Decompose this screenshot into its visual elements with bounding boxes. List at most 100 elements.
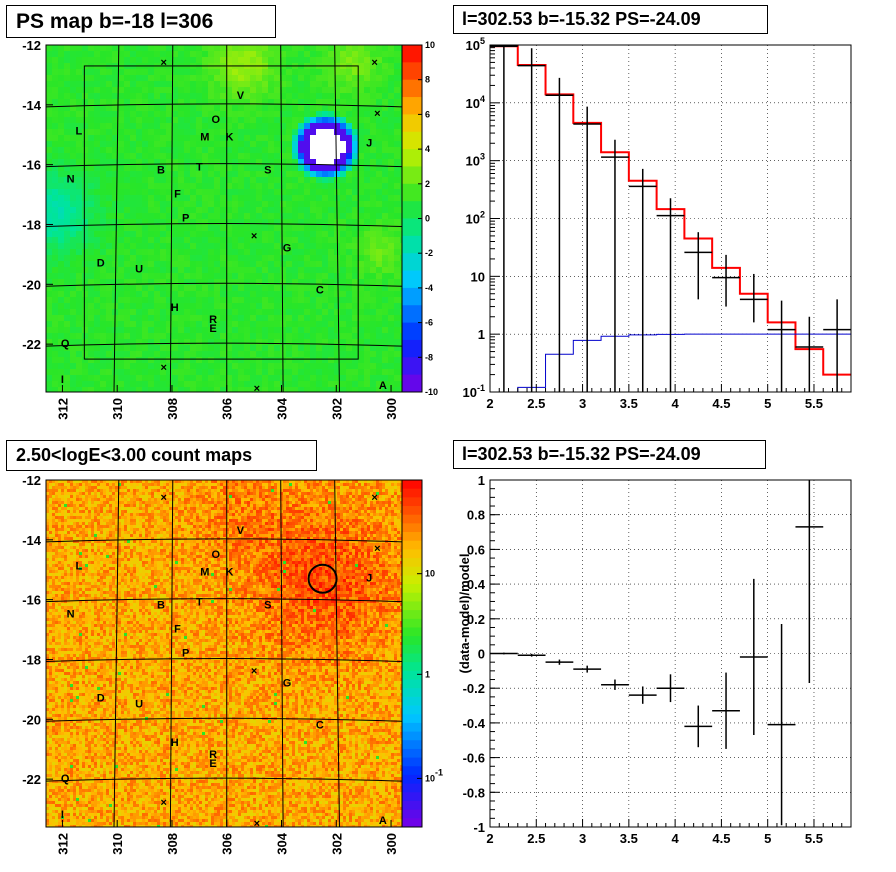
longitude-line (113, 479, 120, 828)
latitude-line (45, 342, 403, 347)
source-label: P (182, 647, 189, 659)
y-tick-label: -14 (22, 533, 42, 548)
y-tick-label: 105 (466, 36, 485, 53)
colorbar-step (402, 748, 422, 759)
colorbar-tick-label: -4 (425, 283, 433, 293)
y-tick-label: 104 (466, 94, 485, 111)
colorbar-step (402, 322, 422, 341)
source-label: P (182, 212, 189, 224)
x-marker: × (371, 492, 377, 504)
source-label: I (61, 809, 64, 821)
x-marker: × (161, 492, 167, 504)
colorbar-tick-label: -6 (425, 318, 433, 328)
x-tick-label: 306 (220, 833, 235, 855)
colorbar-step (402, 714, 422, 724)
residual-title: l=302.53 b=-15.32 PS=-24.09 (453, 440, 766, 469)
x-marker: × (251, 665, 257, 677)
colorbar-tick-label: 2 (425, 179, 430, 189)
colorbar-step (402, 601, 422, 611)
source-label: C (316, 284, 324, 296)
x-tick-label: 4 (672, 831, 680, 846)
colorbar-frame (401, 479, 423, 828)
source-label: Q (61, 338, 70, 350)
ps-map-title: PS map b=-18 l=306 (6, 5, 276, 38)
x-tick-label: 310 (110, 398, 125, 420)
source-label: D (97, 257, 105, 269)
y-tick-label: -22 (22, 337, 41, 352)
colorbar-step (402, 253, 422, 272)
colorbar-step (402, 627, 422, 637)
y-tick-label: 1 (478, 473, 485, 488)
latitude-line (45, 103, 403, 108)
x-tick-label: 302 (329, 398, 344, 420)
count-map-cells (46, 480, 402, 827)
colorbar-step (402, 679, 422, 689)
y-tick-label: 0.2 (467, 612, 485, 627)
source-label: A (379, 380, 387, 392)
spectrum-title: l=302.53 b=-15.32 PS=-24.09 (453, 5, 768, 34)
x-marker: × (374, 543, 380, 555)
colorbar-step (402, 374, 422, 393)
colorbar-tick-label: 8 (425, 75, 430, 85)
source-label: J (366, 138, 372, 150)
colorbar-tick-label: 4 (425, 144, 430, 154)
colorbar-tick-label: 6 (425, 109, 430, 119)
colorbar-step (402, 575, 422, 585)
latitude-line (45, 717, 403, 722)
source-label: J (366, 573, 372, 585)
colorbar-step (402, 62, 422, 81)
colorbar-tick-label: -2 (425, 248, 433, 258)
source-label: B (157, 600, 165, 612)
colorbar-step (402, 287, 422, 306)
colorbar-step (402, 636, 422, 646)
y-tick-label: 0.8 (467, 508, 485, 523)
x-marker: × (254, 818, 260, 830)
colorbar-step (402, 670, 422, 681)
colorbar-step (402, 558, 422, 568)
y-tick-label: -18 (22, 652, 41, 667)
colorbar-step (402, 131, 422, 150)
colorbar-step (402, 792, 422, 802)
colorbar-step (402, 783, 422, 793)
source-label: N (67, 609, 75, 621)
source-label: F (174, 189, 181, 201)
colorbar-step (402, 722, 422, 733)
source-label: R (209, 314, 217, 326)
source-label: Q (61, 773, 70, 785)
x-marker: × (161, 362, 167, 374)
colorbar-tick-label: 0 (425, 214, 430, 224)
colorbar-step (402, 688, 422, 698)
source-label: G (283, 677, 292, 689)
colorbar-step (402, 644, 422, 654)
x-tick-label: 3.5 (620, 831, 638, 846)
colorbar-step (402, 584, 422, 594)
source-label: E (209, 323, 216, 335)
source-label: O (212, 114, 221, 126)
ps-map-cells (46, 45, 402, 392)
y-tick-label: -0.6 (463, 751, 485, 766)
source-label: V (237, 525, 245, 537)
colorbar-step (402, 235, 422, 254)
colorbar-step (402, 818, 422, 828)
colorbar-step (402, 800, 422, 811)
source-label: H (171, 302, 179, 314)
colorbar-step (402, 45, 422, 63)
source-label: F (174, 624, 181, 636)
grid (489, 479, 851, 828)
colorbar-step (402, 183, 422, 202)
colorbar-step (402, 497, 422, 507)
longitude-line (169, 479, 174, 828)
coordinate-grid (45, 44, 403, 393)
x-tick-label: 5.5 (805, 396, 823, 411)
colorbar-step (402, 166, 422, 185)
source-label: M (200, 567, 209, 579)
x-marker: × (374, 108, 380, 120)
y-tick-label: 1 (478, 327, 485, 342)
source-label: A (379, 815, 387, 827)
count-map-panel: × × × × × × V O L M K J N B T S FP G D U C H RE Q I A -12 -14 -16 -18… (22, 473, 443, 855)
y-tick-label: -14 (22, 98, 42, 113)
roi-box (83, 65, 359, 360)
latitude-line (45, 598, 403, 603)
y-tick-label: 0.6 (467, 542, 485, 557)
